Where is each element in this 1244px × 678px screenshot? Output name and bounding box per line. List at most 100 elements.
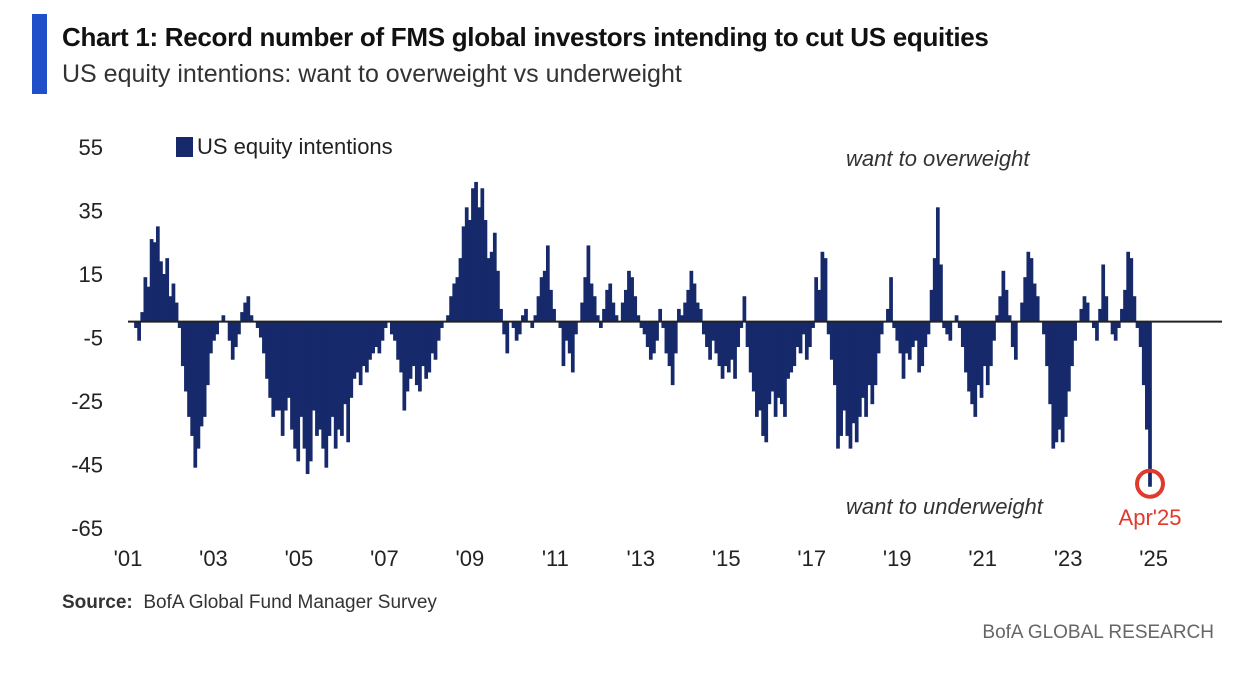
bar [920,321,925,367]
annotation-overweight: want to overweight [846,146,1030,171]
bar [393,321,397,341]
bar [333,321,338,449]
bar [564,321,569,341]
bar [742,296,747,322]
bar [786,321,790,379]
bar [960,321,965,348]
bar [162,274,166,322]
chart-title: Chart 1: Record number of FMS global inv… [62,22,989,52]
bar [680,315,684,322]
bar [580,302,585,322]
bar [973,321,978,417]
bar [789,321,794,373]
bar [1001,270,1006,322]
legend-label: US equity intentions [197,134,393,159]
bar [330,321,335,417]
bar [1132,296,1137,322]
bar [670,321,675,386]
bar [848,321,853,449]
bar [811,321,815,328]
bar [184,321,188,392]
bar [648,321,653,360]
y-tick-label: 35 [79,199,103,224]
bar [1007,315,1012,322]
bar [227,321,232,341]
bar [389,321,394,335]
bar [402,321,407,411]
bar [689,270,694,322]
bar [305,321,310,475]
bar [567,321,572,354]
bar [764,321,769,443]
annotation-underweight: want to underweight [846,494,1044,519]
bar [358,321,363,386]
bar [645,321,650,348]
bar [720,321,725,379]
bar [708,321,712,360]
bar [427,321,432,373]
bar [324,321,329,468]
bar [661,321,666,328]
bar [923,321,928,348]
bar [439,321,444,328]
bar [377,321,382,354]
bar [380,321,385,341]
bar [1129,258,1134,322]
bar [945,321,950,335]
bar [1057,321,1062,430]
legend-swatch [176,137,193,157]
bar [808,321,812,348]
bar [982,321,987,367]
bar [1145,321,1149,430]
bar [346,321,351,443]
bar [954,315,959,322]
x-tick-label: '07 [370,546,399,571]
bar [293,321,297,449]
bar [889,277,893,322]
bar [190,321,195,436]
bar [767,321,772,405]
bar [433,321,438,360]
bar [134,321,138,328]
bar [246,296,251,322]
bar [979,321,984,398]
bar [552,308,556,322]
x-tick-label: '03 [199,546,228,571]
x-tick-label: '01 [114,546,143,571]
bar [779,321,784,405]
bar [842,321,847,411]
bar [939,264,943,322]
x-tick-label: '21 [968,546,997,571]
bar [733,321,737,379]
bar [1060,321,1065,443]
bar [695,302,700,322]
bar [302,321,307,449]
bar [365,321,369,373]
bar [1045,321,1049,367]
bar [480,188,485,322]
bar [268,321,273,398]
bar [542,270,547,322]
bar [533,315,538,322]
bar [177,321,182,328]
bar [761,321,765,436]
bar [570,321,575,373]
bar [549,289,553,322]
bar [605,289,609,322]
bar [255,321,260,328]
bar [199,321,204,427]
bar [539,277,544,322]
bar [911,321,915,348]
bar [917,321,921,373]
bar [421,321,425,367]
x-tick-label: '23 [1054,546,1083,571]
bar [664,321,669,354]
bar [1070,321,1074,367]
bar [1148,321,1152,487]
bar [545,245,550,322]
bar [315,321,319,436]
bar [521,315,525,322]
bar [1073,321,1077,341]
bar [792,321,797,367]
bar [327,321,332,436]
